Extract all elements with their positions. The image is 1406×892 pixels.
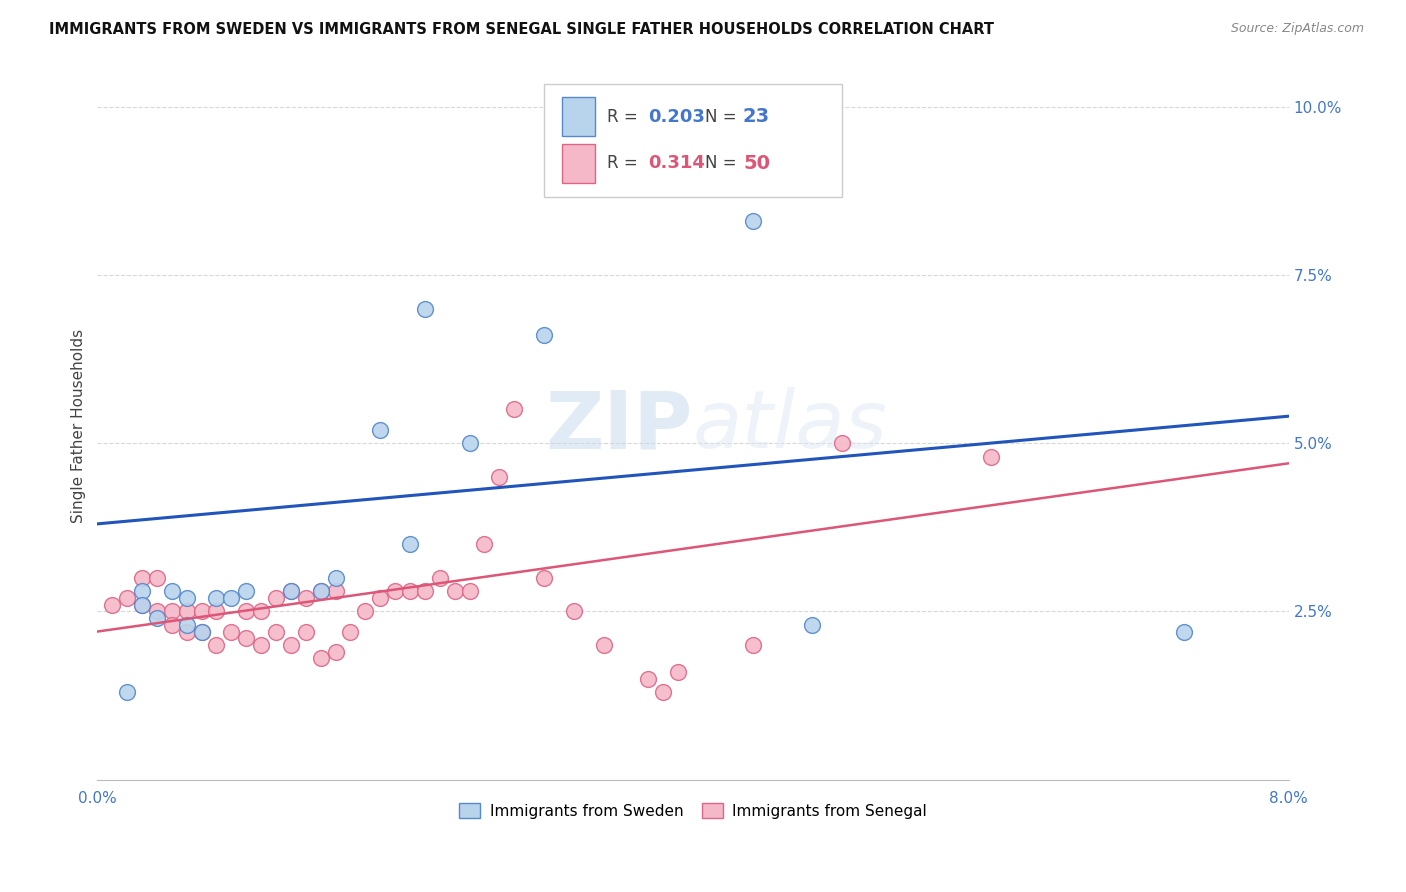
Point xyxy=(295,624,318,639)
Bar xyxy=(562,144,595,183)
Point xyxy=(831,436,853,450)
Point xyxy=(413,584,436,599)
Point xyxy=(413,301,436,316)
Point xyxy=(458,436,481,450)
Text: 23: 23 xyxy=(742,107,770,127)
Point xyxy=(1173,624,1195,639)
Point xyxy=(666,665,689,679)
Point xyxy=(131,598,153,612)
Point xyxy=(309,584,332,599)
Text: R =: R = xyxy=(607,108,643,126)
Point xyxy=(474,537,496,551)
Point xyxy=(309,584,332,599)
Point xyxy=(264,591,287,605)
Point xyxy=(176,604,198,618)
Point xyxy=(325,584,347,599)
Point xyxy=(205,638,228,652)
Point xyxy=(146,571,169,585)
Point xyxy=(295,591,318,605)
Point xyxy=(458,584,481,599)
Point xyxy=(190,604,212,618)
Text: ZIP: ZIP xyxy=(546,387,693,466)
Point xyxy=(146,611,169,625)
Text: atlas: atlas xyxy=(693,387,887,466)
Point xyxy=(533,571,555,585)
Point xyxy=(339,624,361,639)
Point xyxy=(205,604,228,618)
Point xyxy=(368,423,391,437)
Point xyxy=(250,604,273,618)
Point xyxy=(652,685,675,699)
Point xyxy=(160,617,183,632)
Point xyxy=(562,604,585,618)
Point xyxy=(235,632,257,646)
Point xyxy=(176,617,198,632)
Point xyxy=(280,584,302,599)
FancyBboxPatch shape xyxy=(544,84,842,196)
Text: N =: N = xyxy=(704,108,742,126)
Point xyxy=(354,604,377,618)
Point xyxy=(205,591,228,605)
Text: 0.203: 0.203 xyxy=(648,108,704,126)
Point xyxy=(443,584,465,599)
Point xyxy=(741,214,763,228)
Y-axis label: Single Father Households: Single Father Households xyxy=(72,329,86,524)
Point xyxy=(533,328,555,343)
Point xyxy=(384,584,406,599)
Point xyxy=(429,571,451,585)
Point xyxy=(235,584,257,599)
Point xyxy=(592,638,614,652)
Point xyxy=(309,651,332,665)
Point xyxy=(637,672,659,686)
Point xyxy=(160,584,183,599)
Point xyxy=(980,450,1002,464)
Point xyxy=(488,469,510,483)
Point xyxy=(221,624,243,639)
Point xyxy=(325,571,347,585)
Text: N =: N = xyxy=(704,154,742,172)
Point xyxy=(325,645,347,659)
Point xyxy=(221,591,243,605)
Point xyxy=(101,598,124,612)
Point xyxy=(235,604,257,618)
Point xyxy=(190,624,212,639)
Point xyxy=(146,604,169,618)
Text: 0.314: 0.314 xyxy=(648,154,704,172)
Point xyxy=(115,591,138,605)
Point xyxy=(176,624,198,639)
Point xyxy=(399,537,422,551)
Text: IMMIGRANTS FROM SWEDEN VS IMMIGRANTS FROM SENEGAL SINGLE FATHER HOUSEHOLDS CORRE: IMMIGRANTS FROM SWEDEN VS IMMIGRANTS FRO… xyxy=(49,22,994,37)
Point xyxy=(250,638,273,652)
Text: R =: R = xyxy=(607,154,643,172)
Point xyxy=(190,624,212,639)
Bar xyxy=(562,97,595,136)
Legend: Immigrants from Sweden, Immigrants from Senegal: Immigrants from Sweden, Immigrants from … xyxy=(453,797,934,825)
Point xyxy=(280,584,302,599)
Point xyxy=(176,591,198,605)
Point xyxy=(368,591,391,605)
Point xyxy=(115,685,138,699)
Point xyxy=(399,584,422,599)
Point xyxy=(264,624,287,639)
Point xyxy=(741,638,763,652)
Point xyxy=(562,120,585,134)
Point xyxy=(280,638,302,652)
Text: 50: 50 xyxy=(742,154,770,173)
Point xyxy=(131,571,153,585)
Text: Source: ZipAtlas.com: Source: ZipAtlas.com xyxy=(1230,22,1364,36)
Point xyxy=(801,617,824,632)
Point xyxy=(160,604,183,618)
Point xyxy=(131,598,153,612)
Point xyxy=(503,402,526,417)
Point xyxy=(131,584,153,599)
